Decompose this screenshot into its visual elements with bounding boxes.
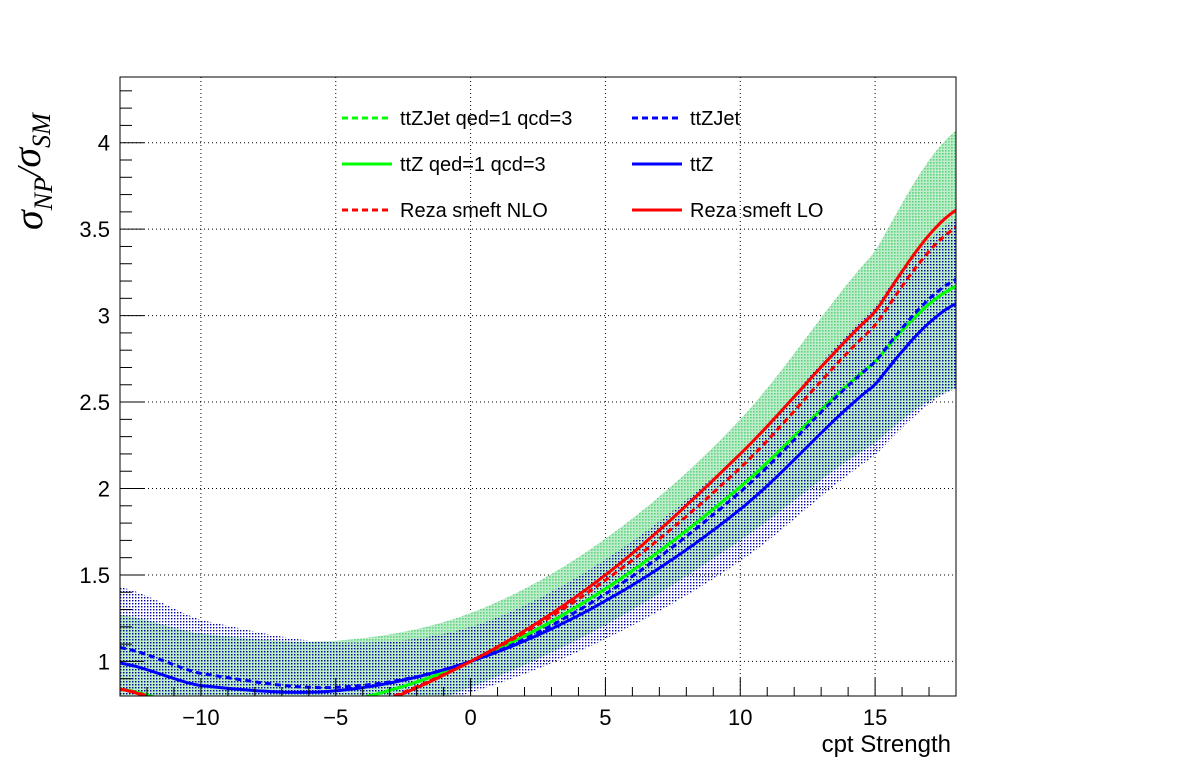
uncertainty-band-1	[120, 218, 956, 696]
x-tick-label: 5	[599, 705, 611, 730]
y-axis-title-numerator-sub: NP	[29, 177, 58, 211]
y-tick-label: 2	[98, 477, 110, 502]
x-tick-label: 0	[464, 705, 476, 730]
tick-labels: −10 −5 0 5 10 15 1 1.5 2 2.5 3 3.5 4	[79, 131, 887, 730]
y-tick-label: 3	[98, 304, 110, 329]
x-axis-title: cpt Strength	[822, 731, 951, 758]
series-line-5	[120, 208, 956, 696]
y-tick-label: 3.5	[79, 217, 110, 242]
legend-label-reza-smeft-lo: Reza smeft LO	[690, 200, 823, 222]
x-tick-label: 10	[728, 705, 752, 730]
y-tick-label: 1	[98, 649, 110, 674]
plot-frame	[119, 76, 957, 697]
series-line-0	[120, 284, 956, 696]
y-tick-label: 2.5	[79, 390, 110, 415]
y-axis-title: σNP/σSM	[4, 112, 58, 230]
series-line-1	[120, 277, 956, 690]
uncertainty-bands	[120, 130, 956, 696]
y-axis-title-numerator: σ	[6, 209, 51, 230]
series-line-4	[120, 226, 956, 696]
series-line-3	[120, 302, 956, 694]
legend-label-ttzjet-qed1-qcd3: ttZJet qed=1 qcd=3	[400, 108, 572, 130]
x-tick-label: −5	[323, 705, 348, 730]
legend-label-ttzjet: ttZJet	[690, 108, 740, 130]
y-tick-label: 1.5	[79, 563, 110, 588]
y-axis-title-separator: /	[11, 164, 48, 179]
legend-label-ttz: ttZ	[690, 154, 713, 176]
legend: ttZJet qed=1 qcd=3 ttZJet ttZ qed=1 qcd=…	[342, 108, 823, 222]
y-tick-label: 4	[98, 131, 110, 156]
legend-label-reza-smeft-nlo: Reza smeft NLO	[400, 200, 548, 222]
axis-ticks	[119, 90, 957, 697]
legend-label-ttz-qed1-qcd3: ttZ qed=1 qcd=3	[400, 154, 546, 176]
y-axis-title-denominator-sub: SM	[27, 112, 56, 148]
x-tick-label: −10	[182, 705, 219, 730]
series-lines	[120, 208, 956, 696]
x-tick-label: 15	[863, 705, 887, 730]
y-axis-title-denominator: σ	[4, 147, 49, 168]
